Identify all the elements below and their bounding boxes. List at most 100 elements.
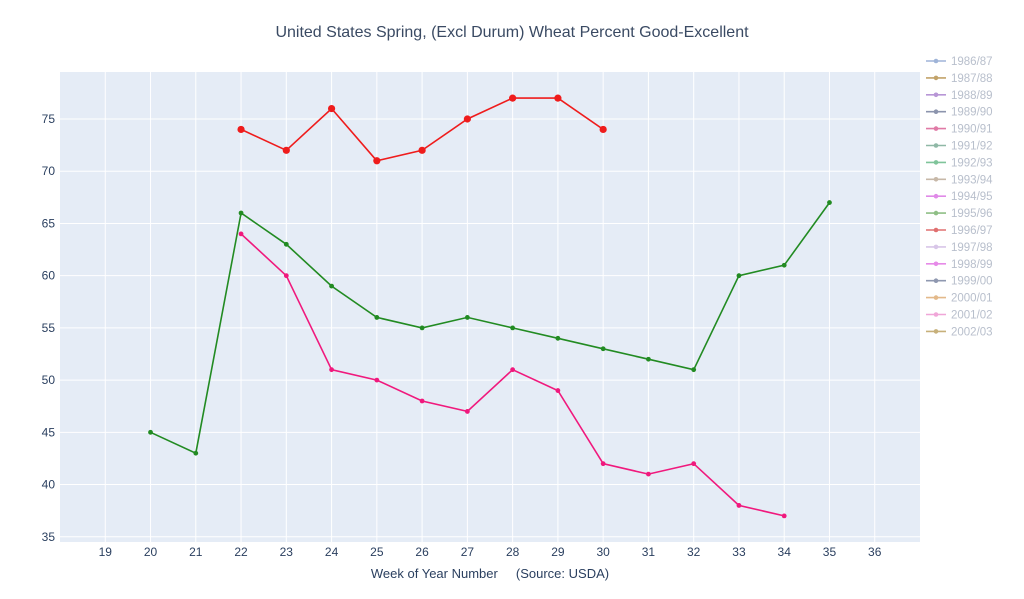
data-point bbox=[238, 231, 244, 237]
x-tick-label: 31 bbox=[642, 545, 656, 559]
data-point bbox=[373, 157, 381, 165]
legend-item[interactable]: 2000/01 bbox=[926, 293, 993, 305]
legend-label: 1996/97 bbox=[951, 225, 993, 237]
legend-label: 1999/00 bbox=[951, 276, 993, 288]
legend-label: 1988/89 bbox=[951, 90, 993, 102]
legend-label: 1986/87 bbox=[951, 56, 993, 68]
legend-label: 1997/98 bbox=[951, 242, 993, 254]
x-tick-label: 24 bbox=[325, 545, 339, 559]
y-axis-ticks: 35 40 45 50 55 60 65 70 75 bbox=[42, 112, 56, 544]
data-point bbox=[600, 346, 606, 352]
legend-label: 1987/88 bbox=[951, 73, 993, 85]
legend-label: 2002/03 bbox=[951, 326, 993, 338]
legend-item[interactable]: 2001/02 bbox=[926, 310, 993, 322]
data-point bbox=[464, 409, 470, 414]
legend-label: 1998/99 bbox=[951, 259, 993, 271]
x-tick-label: 21 bbox=[189, 545, 203, 559]
data-point bbox=[554, 94, 562, 102]
x-tick-label: 34 bbox=[778, 545, 792, 559]
x-tick-label: 22 bbox=[234, 545, 248, 559]
data-point bbox=[148, 429, 153, 435]
legend-item[interactable]: 1988/89 bbox=[926, 90, 993, 102]
y-tick-label: 35 bbox=[42, 530, 56, 544]
legend-swatch-marker bbox=[933, 126, 939, 131]
legend-item[interactable]: 1993/94 bbox=[926, 174, 993, 186]
data-point bbox=[599, 125, 607, 134]
data-point bbox=[464, 315, 470, 320]
legend-item[interactable]: 1997/98 bbox=[926, 242, 993, 254]
data-point bbox=[238, 210, 244, 216]
data-point bbox=[327, 104, 336, 113]
legend-label: 1991/92 bbox=[951, 141, 993, 153]
legend-swatch-marker bbox=[933, 58, 939, 64]
legend-item[interactable]: 1995/96 bbox=[926, 208, 993, 220]
data-point bbox=[691, 461, 697, 467]
data-point bbox=[419, 325, 425, 331]
data-point bbox=[283, 241, 289, 247]
data-point bbox=[237, 125, 245, 134]
x-tick-label: 33 bbox=[732, 545, 746, 559]
legend-swatch-marker bbox=[933, 329, 939, 334]
y-tick-label: 55 bbox=[42, 321, 56, 335]
x-tick-label: 27 bbox=[461, 545, 475, 559]
y-tick-label: 50 bbox=[42, 373, 56, 387]
y-tick-label: 65 bbox=[42, 216, 56, 230]
legend-item[interactable]: 1987/88 bbox=[926, 73, 993, 85]
legend-swatch-marker bbox=[933, 244, 939, 250]
data-point bbox=[374, 377, 380, 383]
legend-label: 1995/96 bbox=[951, 208, 993, 220]
data-point bbox=[463, 115, 471, 123]
legend-swatch-marker bbox=[933, 312, 939, 317]
legend-swatch-marker bbox=[933, 210, 939, 216]
legend-item[interactable]: 1999/00 bbox=[926, 276, 993, 288]
legend-swatch-marker bbox=[933, 92, 939, 98]
x-tick-label: 20 bbox=[144, 545, 158, 559]
legend-item[interactable]: 1991/92 bbox=[926, 141, 993, 153]
data-point bbox=[509, 94, 517, 102]
legend-item[interactable]: 1986/87 bbox=[926, 56, 993, 68]
data-point bbox=[419, 398, 425, 404]
legend-item[interactable]: 1989/90 bbox=[926, 107, 993, 119]
series-2 bbox=[238, 231, 787, 519]
data-point bbox=[781, 513, 787, 519]
x-axis-ticks: 19 20 21 22 23 24 25 26 27 28 29 30 31 32 33 34 35 36 bbox=[99, 545, 882, 559]
legend-label: 1993/94 bbox=[951, 174, 993, 186]
chart-title: United States Spring, (Excl Durum) Wheat… bbox=[275, 24, 749, 41]
legend-item[interactable]: 1996/97 bbox=[926, 225, 993, 237]
legend[interactable]: 1986/87 1987/88 1988/89 1989/90 1990/91 1991/… bbox=[926, 56, 993, 338]
legend-item[interactable]: 2002/03 bbox=[926, 326, 993, 338]
x-tick-label: 36 bbox=[868, 545, 882, 559]
x-tick-label: 29 bbox=[551, 545, 565, 559]
legend-item[interactable]: 1994/95 bbox=[926, 191, 993, 203]
x-tick-label: 23 bbox=[280, 545, 294, 559]
y-tick-label: 75 bbox=[42, 112, 56, 126]
data-point bbox=[282, 146, 290, 154]
legend-item[interactable]: 1992/93 bbox=[926, 157, 993, 169]
legend-label: 1994/95 bbox=[951, 191, 993, 203]
legend-item[interactable]: 1990/91 bbox=[926, 124, 993, 136]
data-point bbox=[510, 367, 516, 373]
legend-label: 1990/91 bbox=[951, 124, 993, 136]
legend-label: 1989/90 bbox=[951, 107, 993, 119]
legend-swatch-marker bbox=[933, 177, 939, 182]
data-point bbox=[283, 273, 289, 279]
legend-swatch-marker bbox=[933, 143, 939, 148]
series-line bbox=[150, 202, 831, 455]
data-point bbox=[736, 273, 742, 279]
data-point bbox=[193, 450, 199, 456]
x-tick-label: 26 bbox=[415, 545, 429, 559]
data-point bbox=[374, 315, 380, 320]
x-tick-label: 35 bbox=[823, 545, 837, 559]
legend-label: 2000/01 bbox=[951, 293, 993, 305]
plot-area bbox=[60, 72, 920, 542]
series-1 bbox=[148, 200, 832, 456]
series-lines bbox=[148, 94, 832, 519]
y-tick-label: 70 bbox=[42, 164, 56, 178]
data-point bbox=[827, 200, 832, 205]
data-point bbox=[418, 146, 426, 154]
data-point bbox=[600, 461, 606, 467]
data-point bbox=[781, 262, 787, 268]
legend-label: 1992/93 bbox=[951, 157, 993, 169]
legend-item[interactable]: 1998/99 bbox=[926, 259, 993, 271]
